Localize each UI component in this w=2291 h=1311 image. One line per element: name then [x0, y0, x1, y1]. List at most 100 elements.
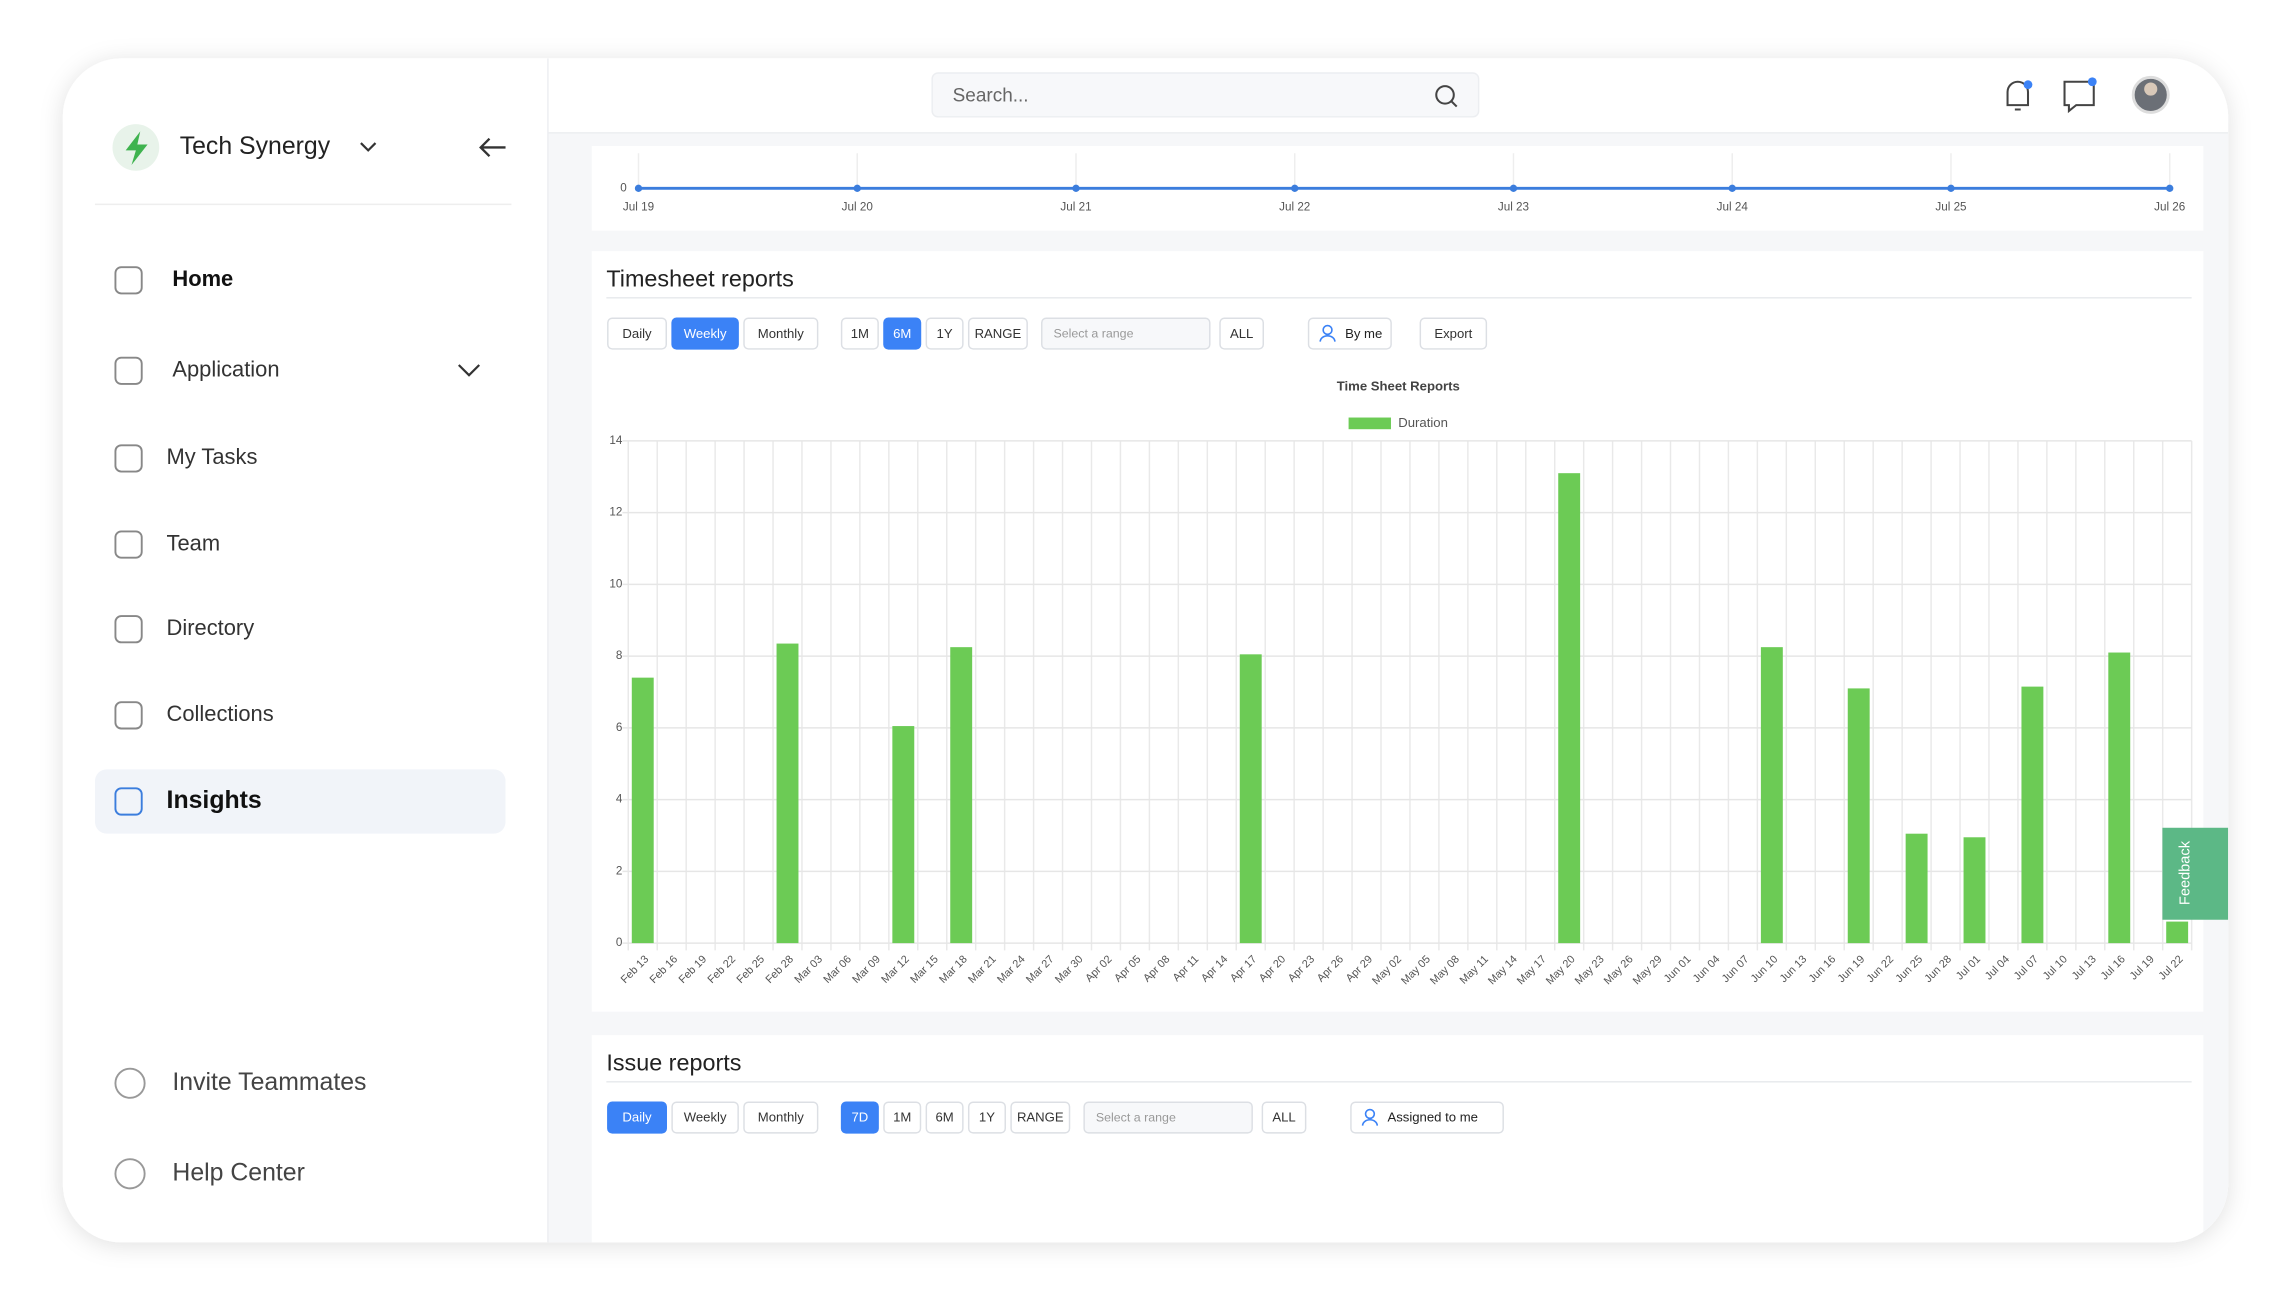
- nav-item[interactable]: Application: [172, 357, 279, 382]
- filter-button[interactable]: [840, 317, 879, 350]
- nav-icon: [114, 266, 143, 295]
- workspace-chevron[interactable]: [360, 142, 377, 152]
- nav-icon: [114, 787, 143, 816]
- section-title: Issue reports: [606, 1049, 741, 1075]
- filter-button-label: 1Y: [937, 326, 953, 341]
- range-input[interactable]: [1041, 317, 1211, 350]
- bar: [2021, 686, 2044, 944]
- data-point: [1072, 184, 1080, 192]
- bar: [2108, 652, 2131, 944]
- filter-button[interactable]: [840, 1101, 879, 1134]
- data-point: [2166, 184, 2174, 192]
- nav-icon: [114, 444, 143, 473]
- search-icon[interactable]: [1435, 85, 1455, 105]
- nav-item[interactable]: Directory: [167, 615, 255, 640]
- filter-button[interactable]: [607, 1101, 667, 1134]
- x-tick-label: Jul 20: [842, 200, 874, 213]
- filter-button[interactable]: [883, 317, 922, 350]
- filter-button-label: 1M: [893, 1110, 911, 1125]
- filter-button[interactable]: [883, 1101, 922, 1134]
- workspace-name[interactable]: Tech Synergy: [180, 133, 331, 160]
- filter-button-label: Export: [1434, 326, 1472, 341]
- footer-icon: [114, 1158, 146, 1190]
- filter-button-label: RANGE: [1017, 1110, 1064, 1125]
- filter-button[interactable]: [925, 317, 964, 350]
- filter-button[interactable]: [967, 1101, 1006, 1134]
- filter-button-label: Monthly: [758, 1110, 804, 1125]
- chart-title: Time Sheet Reports: [1337, 378, 1460, 393]
- nav-item[interactable]: Insights: [167, 787, 262, 814]
- data-point: [634, 184, 643, 192]
- nav-item[interactable]: Collections: [167, 701, 274, 726]
- bar: [1905, 833, 1928, 944]
- filter-button[interactable]: [1010, 1101, 1071, 1134]
- data-point: [1728, 184, 1736, 192]
- filter-button[interactable]: [925, 1101, 964, 1134]
- nav-item[interactable]: Home: [172, 266, 233, 291]
- bar: [1847, 688, 1870, 944]
- nav-chevron: [458, 364, 481, 377]
- y-tick-label: 12: [609, 506, 622, 519]
- filter-button[interactable]: [1419, 317, 1488, 350]
- bar: [892, 726, 915, 944]
- filter-button-label: 1Y: [979, 1110, 995, 1125]
- filter-button[interactable]: [671, 1101, 739, 1134]
- y-tick-label: 0: [616, 936, 623, 949]
- nav-item[interactable]: My Tasks: [167, 444, 258, 469]
- data-point: [1291, 184, 1299, 192]
- search-box[interactable]: [931, 72, 1480, 118]
- filter-button[interactable]: [743, 1101, 819, 1134]
- filter-button[interactable]: [607, 317, 667, 350]
- nav-icon: [114, 615, 143, 644]
- footer-icon: [114, 1067, 146, 1099]
- data-point: [1509, 184, 1518, 192]
- footer-link[interactable]: Help Center: [172, 1159, 304, 1186]
- filter-button[interactable]: [1219, 317, 1264, 350]
- filter-button-label: Weekly: [684, 1110, 727, 1125]
- issues-card: [591, 1035, 2204, 1243]
- filter-button-label: Weekly: [684, 326, 727, 341]
- nav-icon: [114, 530, 143, 559]
- filter-button-label: Daily: [622, 1110, 652, 1125]
- feedback-tab[interactable]: [2162, 827, 2229, 920]
- nav-icon: [114, 701, 143, 730]
- filter-button-label: Monthly: [758, 326, 804, 341]
- data-point: [853, 184, 861, 192]
- footer-link[interactable]: Invite Teammates: [172, 1069, 366, 1096]
- legend-swatch[interactable]: [1348, 417, 1391, 430]
- collapse-button[interactable]: [479, 137, 506, 158]
- data-point: [1947, 184, 1955, 192]
- filter-button-label: ALL: [1230, 326, 1253, 341]
- range-placeholder: Select a range: [1053, 327, 1133, 341]
- filter-button[interactable]: [1261, 1101, 1307, 1134]
- user-icon: [1322, 324, 1333, 336]
- filter-button-label: 1M: [851, 326, 869, 341]
- notifications-icon[interactable]: [2006, 80, 2030, 111]
- x-tick-label: Jul 21: [1060, 200, 1091, 213]
- search-placeholder: Search...: [953, 85, 1029, 106]
- filter-user-label: Assigned to me: [1387, 1110, 1478, 1125]
- legend-label[interactable]: Duration: [1398, 415, 1448, 430]
- y-tick-label: 6: [616, 721, 623, 734]
- filter-user[interactable]: [1350, 1101, 1504, 1134]
- x-tick-label: Jul 19: [623, 200, 654, 213]
- y-tick-label: 14: [609, 434, 622, 447]
- x-tick-label: Jul 25: [1935, 200, 1966, 213]
- y-tick-label: 2: [616, 864, 623, 877]
- content: Tech Synergy Search... Timesheet reports…: [94, 58, 2229, 1243]
- x-tick-label: Jul 24: [1717, 200, 1749, 213]
- y-tick-label: 10: [609, 577, 622, 590]
- filter-button[interactable]: [671, 317, 739, 350]
- filter-button-label: ALL: [1272, 1110, 1295, 1125]
- filter-button[interactable]: [743, 317, 819, 350]
- filter-user-label: By me: [1345, 326, 1382, 341]
- section-title: Timesheet reports: [606, 265, 793, 291]
- filter-button[interactable]: [967, 317, 1028, 350]
- range-input[interactable]: [1083, 1101, 1253, 1134]
- filter-button-label: 6M: [893, 326, 911, 341]
- nav-item[interactable]: Team: [167, 530, 221, 555]
- x-tick-label: Jul 22: [1279, 200, 1310, 213]
- filter-button-label: RANGE: [975, 326, 1022, 341]
